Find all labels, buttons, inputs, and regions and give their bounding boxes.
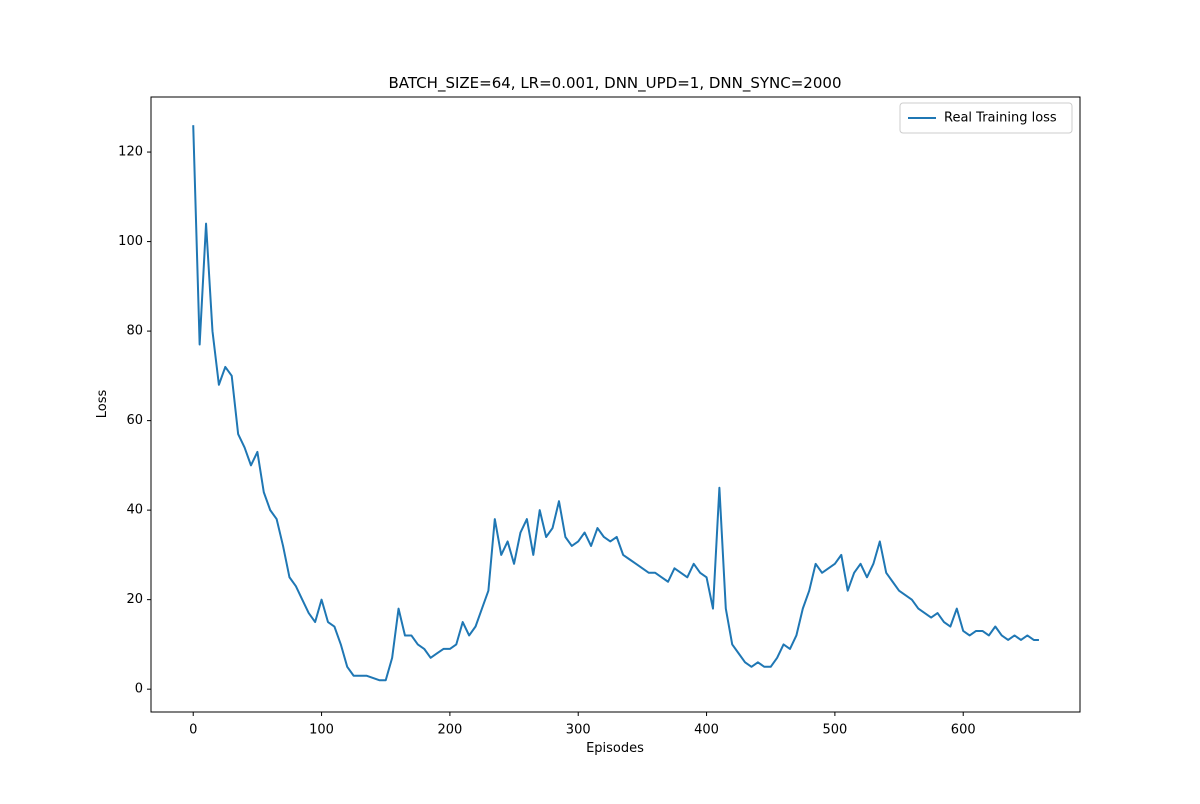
x-tick-label: 600 xyxy=(951,723,976,738)
x-tick-label: 200 xyxy=(437,723,462,738)
x-tick-label: 400 xyxy=(694,723,719,738)
y-axis-label: Loss xyxy=(95,390,110,419)
x-tick-label: 500 xyxy=(822,723,847,738)
y-tick-label: 80 xyxy=(126,324,143,339)
data-line xyxy=(192,125,1039,682)
legend-label: Real Training loss xyxy=(944,111,1057,126)
axes-frame xyxy=(150,96,1081,713)
y-tick-label: 40 xyxy=(126,503,143,518)
x-tick-label: 300 xyxy=(566,723,591,738)
legend-box xyxy=(899,102,1073,134)
y-tick-label: 100 xyxy=(118,234,143,249)
y-tick-label: 60 xyxy=(126,413,143,428)
y-tick-label: 20 xyxy=(126,592,143,607)
x-tick-label: 100 xyxy=(309,723,334,738)
y-tick-label: 0 xyxy=(135,682,143,697)
x-axis-label: Episodes xyxy=(586,741,644,756)
x-tick-label: 0 xyxy=(189,723,197,738)
chart-title: BATCH_SIZE=64, LR=0.001, DNN_UPD=1, DNN_… xyxy=(389,74,842,93)
y-tick-label: 120 xyxy=(118,145,143,160)
